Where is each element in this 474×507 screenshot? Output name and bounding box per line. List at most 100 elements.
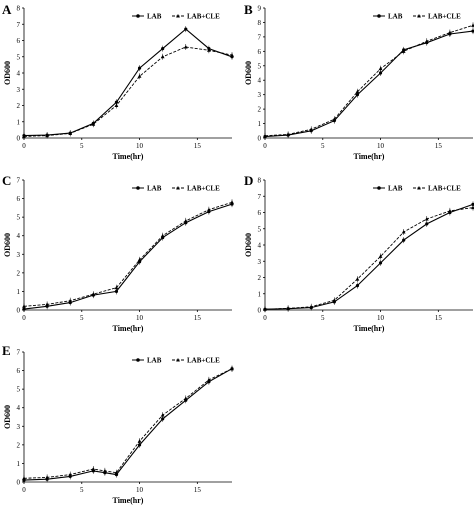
y-tick-label: 3	[17, 251, 21, 259]
data-point	[401, 230, 406, 234]
data-point	[471, 202, 474, 206]
y-tick-label: 1	[258, 290, 262, 298]
y-tick-label: 3	[17, 86, 21, 94]
y-tick-label: 1	[258, 120, 262, 128]
panel-letter: B	[244, 2, 253, 17]
data-point	[137, 257, 142, 262]
y-tick-label: 5	[258, 62, 262, 70]
legend-label: LAB+CLE	[428, 13, 461, 21]
y-tick-label: 5	[258, 225, 262, 233]
data-point	[378, 261, 383, 265]
data-point	[332, 298, 337, 302]
data-point	[22, 476, 26, 480]
y-tick-label: 5	[17, 386, 21, 394]
y-tick-label: 2	[17, 269, 21, 277]
y-tick-label: 0	[17, 479, 21, 487]
data-point	[114, 100, 119, 104]
data-point	[332, 117, 337, 121]
panel-a: A 0 1 2 3 4 5 6 7 8 0 5 10 15 Time(hr) OD600 LAB LAB+CLE	[2, 2, 234, 161]
data-point	[160, 54, 165, 59]
y-tick-label: 4	[17, 232, 21, 240]
x-tick-label: 10	[136, 314, 144, 322]
data-point	[114, 289, 119, 294]
series-line-lab	[23, 203, 233, 310]
y-tick-label: 0	[17, 135, 21, 143]
data-point	[183, 218, 188, 223]
y-tick-label: 8	[258, 177, 262, 185]
y-axis-title: OD600	[244, 61, 253, 85]
y-tick-label: 4	[258, 77, 262, 85]
x-tick-label: 5	[80, 486, 84, 494]
panel-letter: A	[2, 2, 12, 17]
y-tick-label: 3	[258, 258, 262, 266]
series-line-lab	[23, 368, 233, 481]
data-point	[263, 133, 267, 138]
y-tick-label: 9	[258, 5, 262, 13]
panel-e: E 0 1 2 3 4 5 6 7 0 5 10 15 Time(hr) OD600 LAB LAB+CLE	[2, 343, 234, 505]
y-axis-title: OD600	[3, 405, 12, 429]
y-tick-label: 5	[17, 214, 21, 222]
y-tick-label: 6	[258, 209, 262, 217]
y-tick-label: 4	[17, 404, 21, 412]
data-point	[471, 29, 474, 33]
legend: LAB LAB+CLE	[132, 13, 220, 21]
legend: LAB LAB+CLE	[373, 13, 461, 21]
y-tick-label: 6	[258, 48, 262, 56]
panel-letter: D	[244, 173, 253, 188]
legend-label: LAB+CLE	[187, 13, 220, 21]
data-point	[45, 133, 50, 138]
series-line-lab-cle	[23, 46, 233, 137]
y-tick-label: 7	[258, 193, 262, 201]
panel-d: D 0 1 2 3 4 5 6 7 8 0 5 10 15 Time(hr) OD600 LAB LAB+CLE	[244, 173, 474, 333]
legend-label: LAB	[147, 185, 162, 193]
x-tick-label: 5	[80, 142, 84, 150]
y-tick-label: 2	[258, 106, 262, 114]
series-line-lab	[264, 30, 474, 138]
legend-label: LAB	[388, 13, 403, 21]
series-line-lab-cle	[23, 201, 233, 307]
legend-marker	[176, 186, 180, 190]
legend-marker	[417, 186, 421, 190]
x-axis-title: Time(hr)	[354, 324, 385, 333]
data-point	[68, 131, 73, 135]
legend: LAB LAB+CLE	[132, 357, 220, 365]
data-point	[22, 304, 26, 308]
panel-c: C 0 1 2 3 4 5 6 7 0 5 10 15 Time(hr) OD600 LAB LAB+CLE	[2, 173, 234, 333]
data-point	[45, 302, 50, 306]
x-tick-label: 10	[136, 486, 144, 494]
y-tick-label: 2	[17, 441, 21, 449]
y-tick-label: 7	[17, 177, 21, 185]
data-point	[286, 306, 291, 310]
data-point	[309, 127, 314, 131]
data-point	[206, 48, 211, 52]
series-line-lab-cle	[264, 207, 474, 310]
data-point	[137, 66, 142, 70]
panel-letter: E	[2, 343, 11, 358]
data-point	[425, 222, 429, 226]
y-axis-title: OD600	[3, 61, 12, 85]
data-point	[424, 217, 429, 221]
data-point	[114, 470, 119, 475]
series-line-lab	[264, 203, 474, 310]
data-point	[160, 233, 165, 238]
data-point	[91, 467, 96, 471]
data-point	[206, 377, 211, 382]
y-tick-label: 6	[17, 367, 21, 375]
data-point	[160, 413, 165, 417]
y-tick-label: 8	[17, 5, 21, 13]
x-tick-label: 15	[194, 314, 202, 322]
y-tick-label: 7	[17, 21, 21, 29]
legend-marker	[176, 14, 180, 18]
x-axis-title: Time(hr)	[113, 152, 144, 161]
x-tick-label: 5	[321, 142, 325, 150]
x-tick-label: 5	[80, 314, 84, 322]
legend-marker	[417, 14, 421, 18]
y-tick-label: 7	[258, 33, 262, 41]
y-tick-label: 5	[17, 53, 21, 61]
data-point	[378, 66, 383, 71]
data-point	[206, 207, 211, 212]
data-point	[230, 200, 234, 204]
y-tick-label: 6	[17, 195, 21, 203]
legend-marker	[136, 14, 140, 18]
